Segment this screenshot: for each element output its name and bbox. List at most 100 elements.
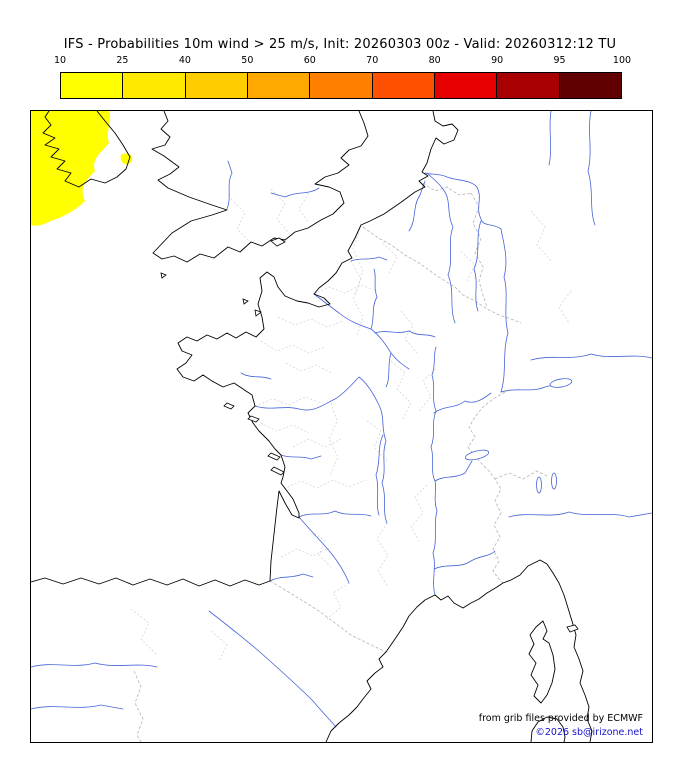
colorbar-tick-label: 60 [303,55,316,66]
admin-boundary [260,422,310,434]
river-doubs [433,392,492,414]
admin-boundary [326,582,350,620]
admin-boundary [310,530,332,568]
coastline-ireland [42,111,131,188]
probability-contour-region-small [120,153,133,165]
elba-island [566,624,579,633]
lake-maggiore [536,476,542,494]
admin-boundary [418,368,437,412]
colorbar-segment [497,73,560,98]
river-charente [280,454,322,460]
colorbar-gradient-bar [60,72,622,99]
admin-boundary [366,420,388,462]
coastline-sardinia [530,716,566,742]
coastline-britain [151,111,369,263]
river-yonne [385,352,392,388]
colorbar-segment [372,73,435,98]
admin-boundary [270,188,290,234]
colorbar-tick-label: 70 [366,55,379,66]
scilly-isles [160,272,167,279]
river-loire [254,376,388,524]
belle-ile-island [223,402,235,410]
river-duero [31,662,158,668]
admin-boundaries-layer [130,188,572,662]
national-border-belgium [362,226,522,324]
river-garonne [298,516,350,584]
lake-constance [549,378,573,388]
isle-of-wight [270,237,286,247]
national-border-benelux [422,182,472,196]
admin-boundary [328,402,339,476]
colorbar-tick-label: 50 [241,55,254,66]
admin-boundary [230,198,252,244]
rivers-layer [31,111,652,728]
map-title: IFS - Probabilities 10m wind > 25 m/s, I… [63,37,617,52]
river-ebro [208,610,337,728]
national-borders-layer [133,182,550,742]
lakes-layer [464,378,573,494]
coastline-mediterranean-italy [325,559,593,742]
national-border-germany [470,192,488,308]
national-border-portugal [133,670,144,742]
admin-boundary [210,630,228,662]
lake-geneva [464,449,490,461]
admin-boundary [350,260,364,336]
admin-boundary [390,360,412,420]
river-thames [270,187,320,198]
river-weser [587,111,596,226]
admin-boundary [313,284,378,295]
river-severn [226,160,233,210]
colorbar-segment [434,73,498,98]
river-vilaine [240,372,272,380]
admin-boundary [285,362,332,374]
admin-boundary [283,479,366,490]
river-moselle [473,220,482,312]
river-allier [375,434,384,516]
admin-boundary [530,210,552,262]
river-tagus [31,704,124,710]
colorbar-tick-labels: 10 25 40 50 60 70 80 90 95 100 [54,55,631,68]
admin-boundary [298,192,310,224]
oleron-island [270,466,285,476]
noirmoutier-island [247,415,260,423]
admin-boundary [130,608,158,656]
river-rhine [424,172,509,393]
colorbar-segment [247,73,311,98]
probability-fill-layer [31,111,133,226]
admin-boundary [352,224,364,296]
admin-boundary [410,484,428,542]
attribution-copyright: ©2026 sb@irizone.net [535,727,643,738]
river-po [508,511,652,518]
river-somme [350,256,388,262]
admin-boundary [280,547,330,558]
admin-boundary [376,522,389,588]
attribution: from grib files provided by ECMWF ©2026 … [479,713,644,738]
river-adour [269,573,314,582]
colorbar-tick-label: 95 [553,55,566,66]
river-danube [530,353,652,361]
colorbar-segment [123,73,186,98]
admin-boundary [400,310,418,354]
river-meuse [426,172,456,324]
guernsey-island [242,298,249,305]
coastline-corsica [528,620,556,704]
colorbar-segment [185,73,248,98]
lake-como [551,472,557,490]
colorbar-segment [559,73,621,98]
river-durance [433,550,496,570]
jersey-island [254,309,262,317]
map-svg: from grib files provided by ECMWF ©2026 … [31,111,652,742]
coastlines-layer [31,111,593,742]
national-border-pyrenees [269,580,387,653]
re-island [267,452,281,461]
national-border-alps [494,470,550,480]
colorbar-tick-label: 90 [491,55,504,66]
admin-boundary [254,396,322,407]
admin-boundary [277,316,344,328]
admin-boundary [260,340,326,354]
colorbar-segment [310,73,373,98]
admin-boundary [292,438,342,448]
river-marne [374,330,436,338]
admin-boundary [558,290,572,324]
